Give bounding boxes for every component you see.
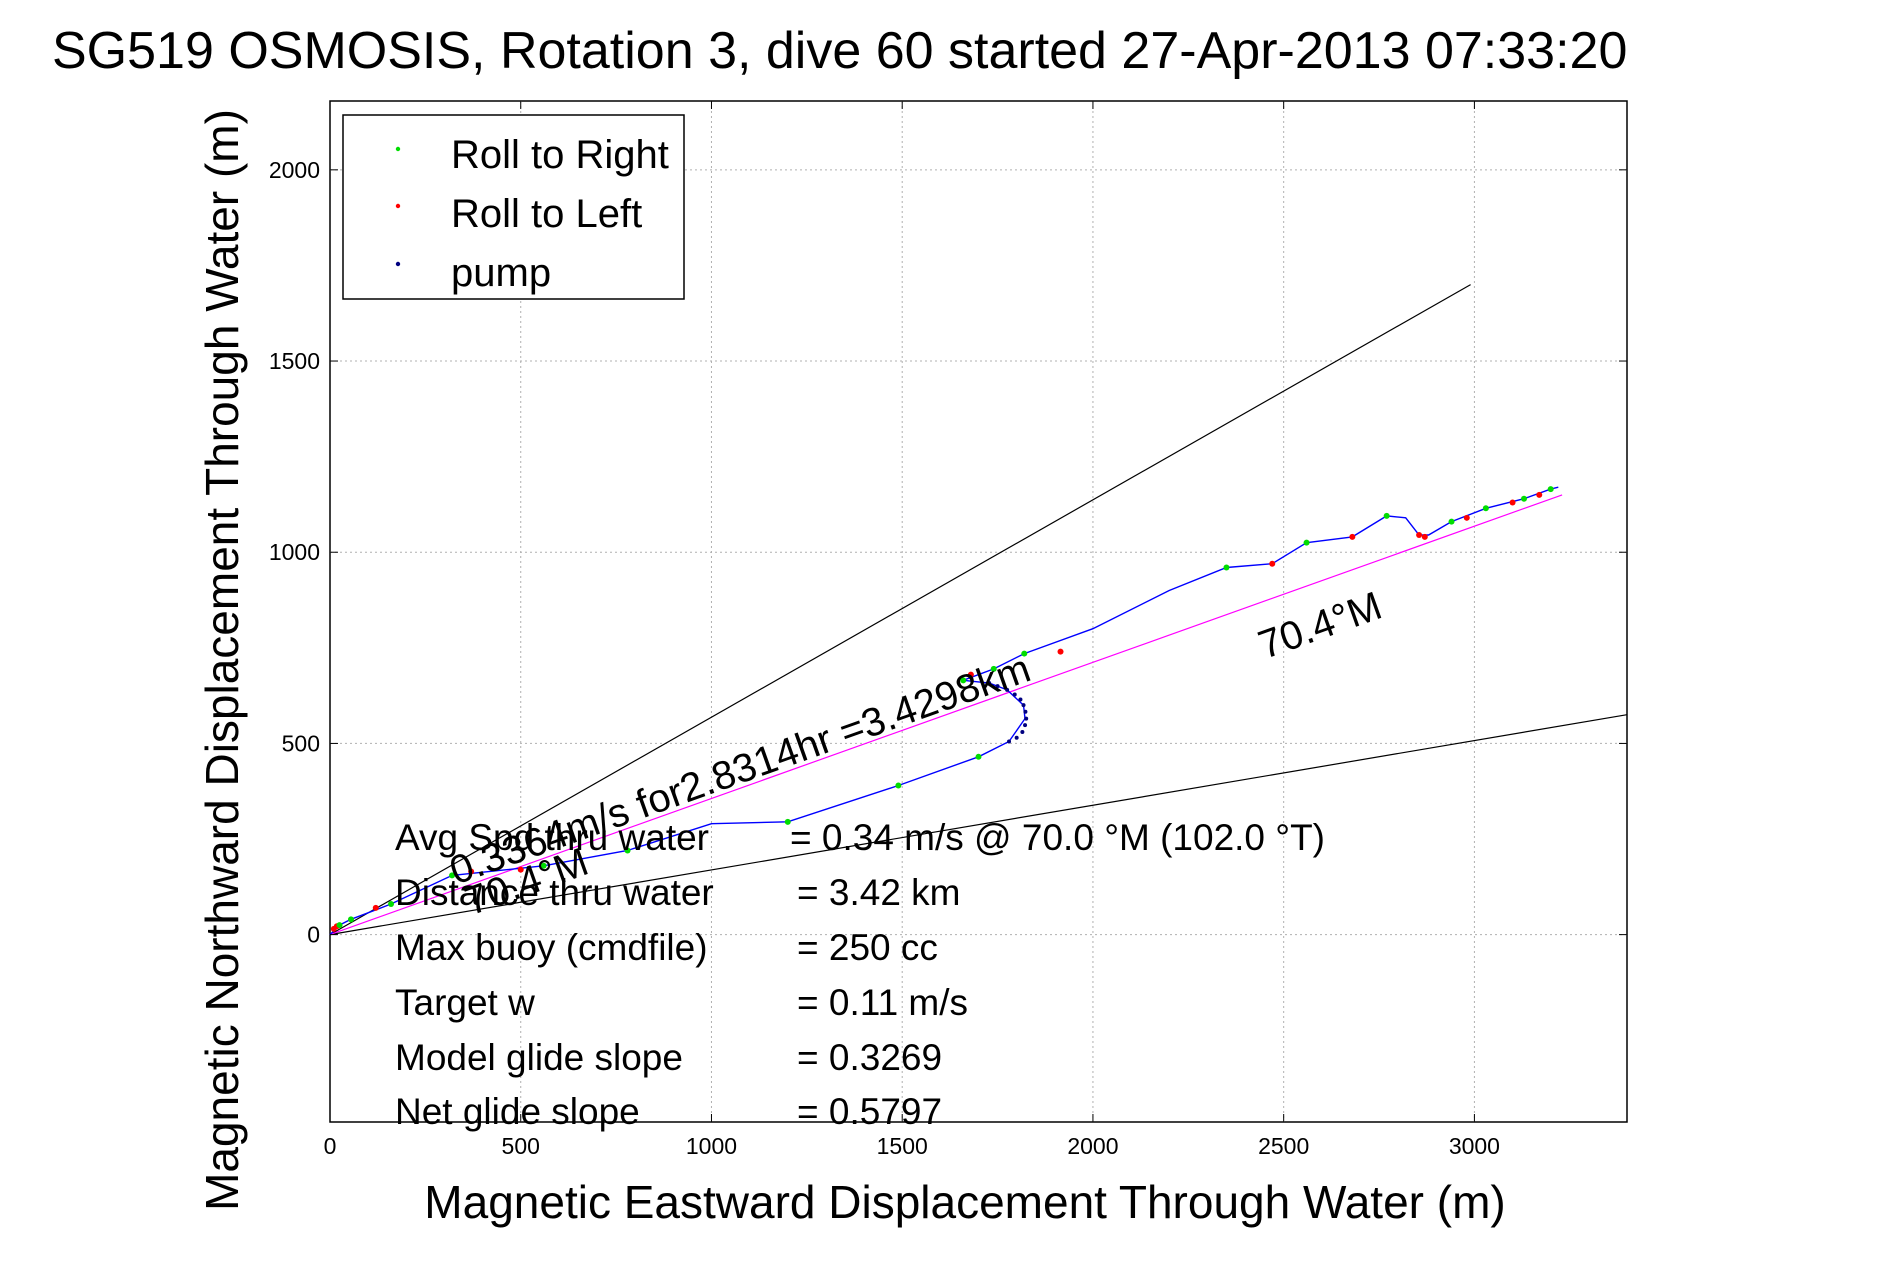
roll-to-left-point: [1416, 532, 1423, 539]
roll-to-right-point: [1383, 512, 1390, 519]
chart-title: SG519 OSMOSIS, Rotation 3, dive 60 start…: [52, 22, 1627, 80]
stat-label-avg-speed: Avg Spd thru water: [395, 817, 709, 858]
x-tick-label: 1000: [686, 1133, 737, 1159]
stat-label-target-w: Target w: [395, 982, 535, 1023]
pump-point: [1005, 687, 1010, 692]
roll-to-right-point: [1303, 539, 1310, 546]
roll-to-right-point: [1021, 650, 1028, 657]
roll-to-right-point: [1482, 505, 1489, 512]
stat-value-distance: = 3.42 km: [797, 872, 961, 913]
tick-layer: 0 500 1000 1500 2000 2500 3000 0 500 1000 1500 2000: [269, 101, 1627, 1159]
bound-lower-line: [329, 714, 1628, 936]
roll-to-left-point: [1536, 491, 1543, 498]
x-tick-label: 0: [324, 1133, 337, 1159]
pump-point: [1020, 729, 1025, 734]
roll-to-right-point: [1448, 518, 1455, 525]
stat-value-model-glide: = 0.3269: [797, 1037, 942, 1078]
pump-point: [987, 681, 992, 686]
x-axis-label: Magnetic Eastward Displacement Through W…: [424, 1176, 1505, 1228]
roll-to-left-point: [1509, 499, 1516, 506]
y-tick-label: 2000: [269, 157, 320, 183]
roll-to-left-point: [372, 904, 379, 911]
pump-point: [1023, 723, 1028, 728]
stat-label-net-glide: Net glide slope: [395, 1091, 640, 1132]
y-tick-label: 500: [282, 730, 320, 756]
legend-marker-roll-left: [395, 203, 401, 209]
pump-point: [1007, 739, 1012, 744]
pump-point: [995, 684, 1000, 689]
x-tick-label: 500: [502, 1133, 540, 1159]
heading-line: [329, 494, 1563, 936]
roll-to-right-point: [895, 782, 902, 789]
roll-to-left-point: [1463, 514, 1470, 521]
roll-to-left-point: [967, 671, 974, 678]
roll-to-right-point: [449, 872, 456, 879]
x-tick-label: 1500: [877, 1133, 928, 1159]
stats-panel: Avg Spd thru water = 0.34 m/s @ 70.0 °M …: [395, 817, 1325, 1132]
series-layer: [329, 284, 1628, 936]
roll-to-right-point: [347, 916, 354, 923]
stat-value-target-w: = 0.11 m/s: [797, 982, 968, 1023]
roll-to-right-point: [784, 818, 791, 825]
roll-to-right-point: [960, 677, 967, 684]
x-tick-label: 2000: [1067, 1133, 1118, 1159]
roll-to-right-point: [990, 665, 997, 672]
roll-to-right-point: [624, 847, 631, 854]
pump-point: [1018, 697, 1023, 702]
stat-label-max-buoy: Max buoy (cmdfile): [395, 927, 708, 968]
y-tick-label: 1500: [269, 348, 320, 374]
y-tick-label: 0: [307, 922, 320, 948]
roll-to-left-point: [1057, 648, 1064, 655]
legend-label-roll-left: Roll to Left: [451, 192, 642, 236]
legend-label-pump: pump: [451, 251, 551, 295]
pump-point: [1021, 703, 1026, 708]
roll-to-left-point: [1349, 533, 1356, 540]
stat-value-net-glide: = 0.5797: [797, 1091, 942, 1132]
roll-to-left-point: [517, 866, 524, 873]
roll-to-right-point: [975, 753, 982, 760]
roll-to-right-point: [1521, 495, 1528, 502]
legend-marker-roll-right: [395, 146, 401, 152]
x-tick-label: 3000: [1449, 1133, 1500, 1159]
y-axis-label: Magnetic Northward Displacement Through …: [196, 109, 248, 1211]
roll-to-right-point: [1223, 564, 1230, 571]
stat-value-max-buoy: = 250 cc: [797, 927, 938, 968]
legend-marker-pump: [395, 261, 401, 267]
legend: Roll to Right Roll to Left pump: [342, 114, 685, 300]
y-tick-label: 1000: [269, 539, 320, 565]
stat-label-model-glide: Model glide slope: [395, 1037, 683, 1078]
pump-point: [1012, 692, 1017, 697]
roll-to-right-point: [1547, 486, 1554, 493]
bound-upper-line: [329, 284, 1471, 936]
roll-to-right-point: [336, 922, 343, 929]
pump-point: [1014, 735, 1019, 740]
roll-to-left-point: [1421, 533, 1428, 540]
pump-point: [1024, 716, 1029, 721]
roll-to-left-point: [1269, 560, 1276, 567]
roll-to-right-point: [540, 862, 547, 869]
x-tick-label: 2500: [1258, 1133, 1309, 1159]
stat-value-avg-speed: = 0.34 m/s @ 70.0 °M (102.0 °T): [790, 817, 1325, 858]
legend-label-roll-right: Roll to Right: [451, 133, 669, 177]
roll-to-left-point: [468, 868, 475, 875]
roll-to-right-point: [388, 901, 395, 908]
stat-label-distance: Distance thru water: [395, 872, 714, 913]
pump-point: [1023, 709, 1028, 714]
